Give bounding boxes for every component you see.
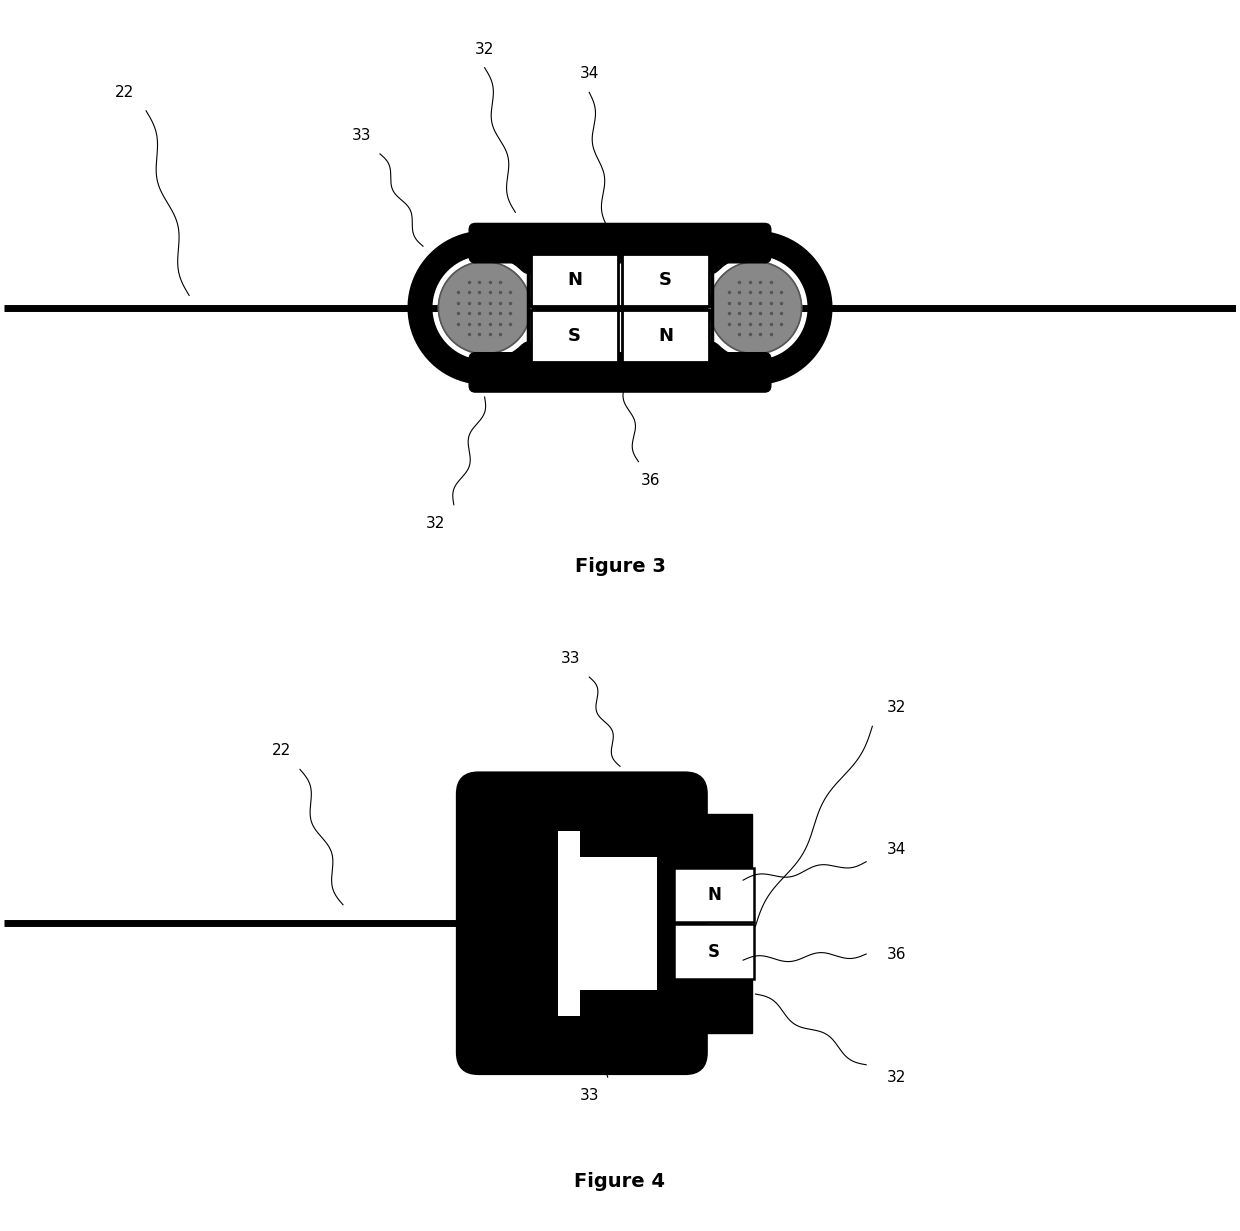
FancyBboxPatch shape xyxy=(621,254,709,305)
Circle shape xyxy=(709,261,801,355)
FancyBboxPatch shape xyxy=(456,773,707,1073)
Text: 32: 32 xyxy=(888,1070,906,1085)
Text: S: S xyxy=(658,271,672,289)
Text: 33: 33 xyxy=(352,128,371,143)
FancyBboxPatch shape xyxy=(673,924,754,979)
FancyBboxPatch shape xyxy=(580,990,657,1016)
FancyBboxPatch shape xyxy=(672,977,753,1033)
FancyBboxPatch shape xyxy=(672,814,753,869)
Text: S: S xyxy=(568,326,582,345)
Text: 33: 33 xyxy=(560,651,580,666)
FancyBboxPatch shape xyxy=(531,254,619,305)
Text: 34: 34 xyxy=(888,842,906,857)
Text: Figure 4: Figure 4 xyxy=(574,1172,666,1192)
FancyBboxPatch shape xyxy=(580,831,657,857)
Text: 33: 33 xyxy=(579,1088,599,1103)
FancyBboxPatch shape xyxy=(469,352,771,391)
FancyBboxPatch shape xyxy=(531,309,619,362)
FancyBboxPatch shape xyxy=(558,831,657,1016)
Text: 32: 32 xyxy=(475,42,495,57)
Circle shape xyxy=(439,261,531,355)
Text: 34: 34 xyxy=(579,66,599,81)
FancyBboxPatch shape xyxy=(469,224,771,262)
Text: N: N xyxy=(567,271,582,289)
Text: Figure 3: Figure 3 xyxy=(574,556,666,576)
FancyBboxPatch shape xyxy=(621,309,709,362)
Text: 36: 36 xyxy=(888,947,906,961)
Text: 22: 22 xyxy=(115,85,134,100)
Text: 32: 32 xyxy=(425,516,445,531)
Text: 22: 22 xyxy=(272,744,291,758)
FancyBboxPatch shape xyxy=(673,868,754,922)
Text: 36: 36 xyxy=(641,473,661,487)
Text: 32: 32 xyxy=(888,700,906,715)
Text: S: S xyxy=(708,943,720,960)
Text: N: N xyxy=(658,326,673,345)
Text: N: N xyxy=(707,886,722,904)
